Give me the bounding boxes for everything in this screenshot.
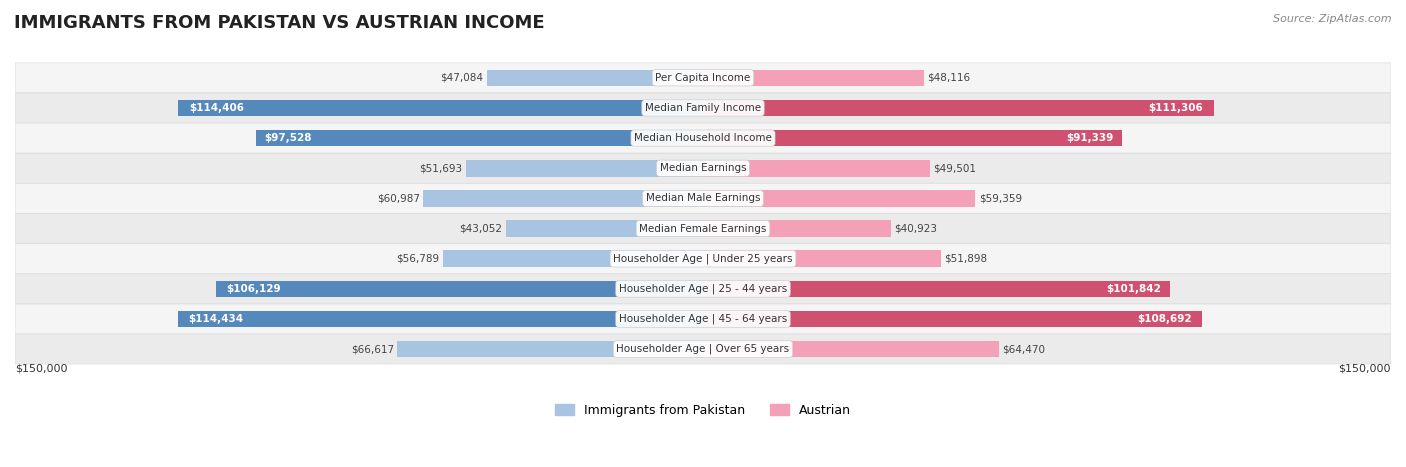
FancyBboxPatch shape (15, 93, 1391, 123)
Text: $48,116: $48,116 (927, 73, 970, 83)
Text: $66,617: $66,617 (352, 344, 394, 354)
Text: $51,693: $51,693 (419, 163, 463, 173)
Text: $108,692: $108,692 (1137, 314, 1191, 324)
Text: $101,842: $101,842 (1107, 284, 1161, 294)
Text: Median Household Income: Median Household Income (634, 133, 772, 143)
Text: Householder Age | Under 25 years: Householder Age | Under 25 years (613, 254, 793, 264)
Text: $150,000: $150,000 (15, 364, 67, 374)
Text: $91,339: $91,339 (1066, 133, 1114, 143)
Text: $49,501: $49,501 (934, 163, 977, 173)
FancyBboxPatch shape (15, 63, 1391, 93)
Bar (703, 250, 941, 267)
Bar (465, 160, 703, 177)
FancyBboxPatch shape (15, 304, 1391, 334)
Text: $60,987: $60,987 (377, 193, 420, 204)
Text: Householder Age | Over 65 years: Householder Age | Over 65 years (616, 344, 790, 354)
Bar (703, 130, 1122, 146)
Bar (703, 70, 924, 86)
Text: $56,789: $56,789 (396, 254, 439, 264)
Bar (486, 70, 703, 86)
Text: Per Capita Income: Per Capita Income (655, 73, 751, 83)
Text: Median Family Income: Median Family Income (645, 103, 761, 113)
Bar (506, 220, 703, 237)
Text: $43,052: $43,052 (460, 224, 502, 234)
Text: $47,084: $47,084 (440, 73, 484, 83)
Text: $111,306: $111,306 (1149, 103, 1204, 113)
Text: Source: ZipAtlas.com: Source: ZipAtlas.com (1274, 14, 1392, 24)
FancyBboxPatch shape (15, 334, 1391, 364)
Bar (398, 341, 703, 357)
Text: $40,923: $40,923 (894, 224, 938, 234)
FancyBboxPatch shape (15, 184, 1391, 213)
Text: $59,359: $59,359 (979, 193, 1022, 204)
Text: Householder Age | 25 - 44 years: Householder Age | 25 - 44 years (619, 283, 787, 294)
Text: Median Male Earnings: Median Male Earnings (645, 193, 761, 204)
FancyBboxPatch shape (15, 244, 1391, 274)
Text: $150,000: $150,000 (1339, 364, 1391, 374)
Text: $97,528: $97,528 (264, 133, 312, 143)
Bar (703, 99, 1213, 116)
Bar (703, 190, 976, 207)
Bar (703, 341, 998, 357)
Text: Median Female Earnings: Median Female Earnings (640, 224, 766, 234)
Text: $106,129: $106,129 (226, 284, 281, 294)
Bar (179, 311, 703, 327)
Text: Householder Age | 45 - 64 years: Householder Age | 45 - 64 years (619, 314, 787, 324)
FancyBboxPatch shape (15, 213, 1391, 243)
Bar (179, 99, 703, 116)
Text: Median Earnings: Median Earnings (659, 163, 747, 173)
Bar (217, 281, 703, 297)
Bar (703, 220, 890, 237)
Text: IMMIGRANTS FROM PAKISTAN VS AUSTRIAN INCOME: IMMIGRANTS FROM PAKISTAN VS AUSTRIAN INC… (14, 14, 544, 32)
Bar (256, 130, 703, 146)
Text: $114,434: $114,434 (188, 314, 243, 324)
Bar (703, 281, 1170, 297)
Text: $51,898: $51,898 (945, 254, 987, 264)
FancyBboxPatch shape (15, 153, 1391, 183)
Text: $114,406: $114,406 (188, 103, 243, 113)
Bar (703, 160, 929, 177)
Text: $64,470: $64,470 (1002, 344, 1045, 354)
FancyBboxPatch shape (15, 123, 1391, 153)
Bar (423, 190, 703, 207)
FancyBboxPatch shape (15, 274, 1391, 304)
Bar (703, 311, 1202, 327)
Legend: Immigrants from Pakistan, Austrian: Immigrants from Pakistan, Austrian (550, 399, 856, 422)
Bar (443, 250, 703, 267)
